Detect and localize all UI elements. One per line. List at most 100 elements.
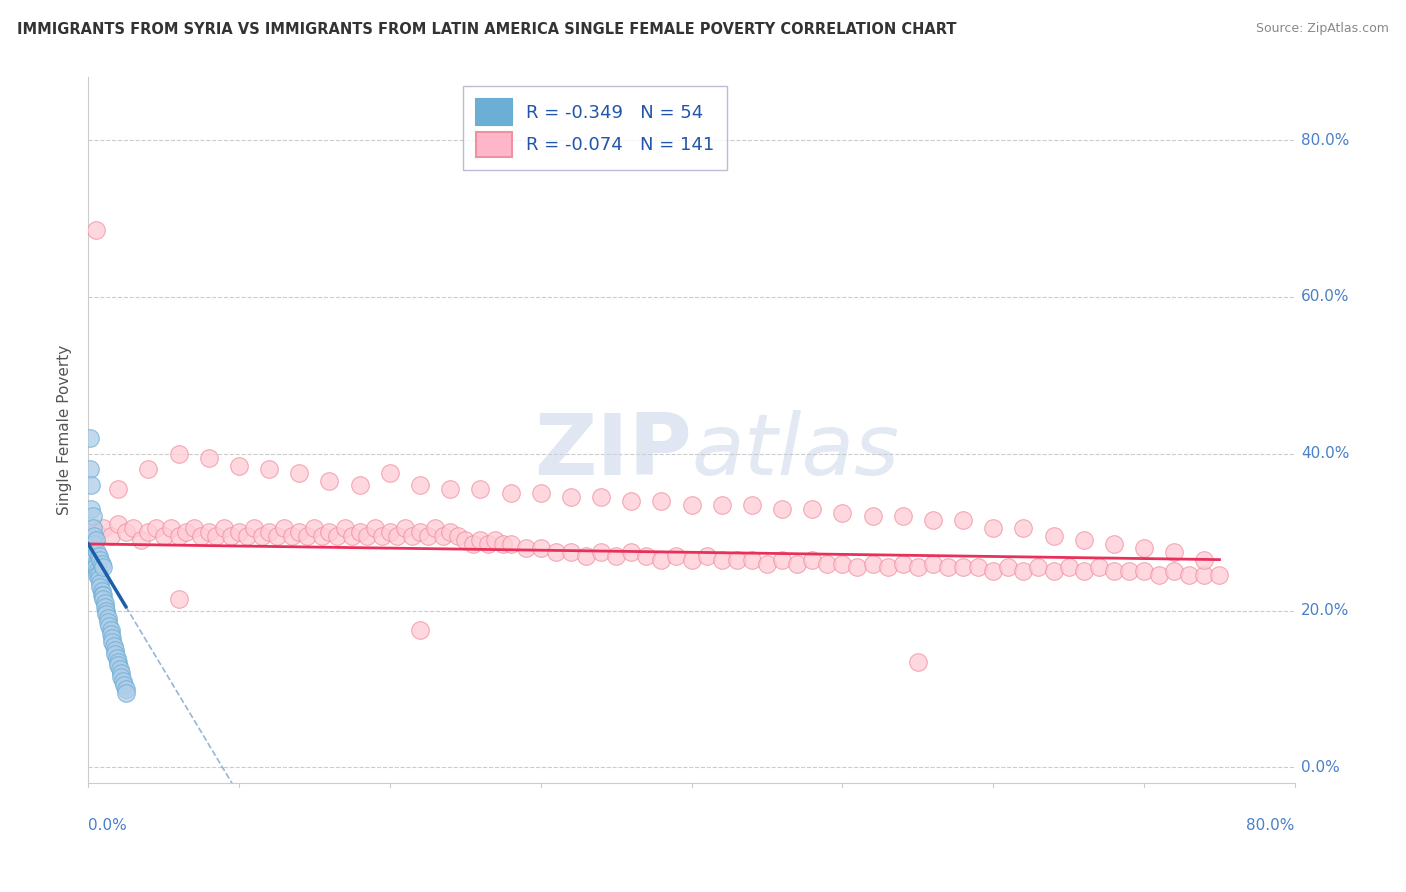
Point	[205, 529, 228, 543]
Point	[235, 529, 257, 543]
Point	[921, 513, 943, 527]
Point	[1057, 560, 1080, 574]
Point	[304, 521, 326, 535]
Point	[152, 529, 174, 543]
Point	[79, 541, 101, 555]
Point	[112, 678, 135, 692]
Point	[80, 501, 103, 516]
Point	[79, 462, 101, 476]
Point	[167, 591, 190, 606]
Point	[907, 655, 929, 669]
Point	[311, 529, 333, 543]
Point	[84, 557, 107, 571]
Point	[84, 223, 107, 237]
Point	[273, 521, 295, 535]
Point	[439, 482, 461, 496]
Point	[1042, 529, 1064, 543]
Point	[1073, 533, 1095, 547]
Point	[115, 686, 138, 700]
Point	[492, 537, 515, 551]
Point	[318, 525, 340, 540]
Point	[82, 521, 104, 535]
Point	[650, 493, 672, 508]
Point	[295, 529, 318, 543]
Point	[876, 560, 898, 574]
Point	[831, 557, 853, 571]
Point	[103, 639, 125, 653]
Point	[183, 521, 205, 535]
Point	[100, 627, 122, 641]
Point	[681, 498, 703, 512]
Point	[79, 431, 101, 445]
Point	[86, 545, 108, 559]
Point	[1208, 568, 1230, 582]
Point	[89, 576, 111, 591]
Point	[605, 549, 627, 563]
Point	[212, 521, 235, 535]
Point	[1028, 560, 1050, 574]
Point	[326, 529, 349, 543]
Point	[97, 611, 120, 625]
Point	[461, 537, 484, 551]
Point	[589, 545, 612, 559]
Point	[90, 557, 112, 571]
Legend: R = -0.349   N = 54, R = -0.074   N = 141: R = -0.349 N = 54, R = -0.074 N = 141	[463, 87, 727, 170]
Point	[110, 666, 132, 681]
Point	[108, 662, 131, 676]
Point	[409, 478, 432, 492]
Point	[115, 525, 138, 540]
Point	[104, 647, 127, 661]
Point	[432, 529, 454, 543]
Point	[96, 603, 118, 617]
Point	[589, 490, 612, 504]
Point	[967, 560, 990, 574]
Point	[228, 458, 250, 473]
Point	[515, 541, 537, 555]
Point	[167, 447, 190, 461]
Point	[1042, 565, 1064, 579]
Point	[831, 506, 853, 520]
Point	[97, 615, 120, 630]
Point	[91, 591, 114, 606]
Point	[499, 486, 522, 500]
Point	[80, 545, 103, 559]
Point	[470, 533, 492, 547]
Point	[401, 529, 423, 543]
Point	[198, 450, 221, 465]
Point	[696, 549, 718, 563]
Point	[129, 533, 152, 547]
Point	[544, 545, 567, 559]
Point	[681, 552, 703, 566]
Point	[91, 588, 114, 602]
Point	[981, 565, 1004, 579]
Point	[83, 529, 105, 543]
Point	[190, 529, 212, 543]
Point	[83, 537, 105, 551]
Point	[1102, 537, 1125, 551]
Point	[86, 568, 108, 582]
Point	[907, 560, 929, 574]
Point	[862, 557, 884, 571]
Point	[1147, 568, 1170, 582]
Point	[138, 462, 160, 476]
Point	[84, 560, 107, 574]
Point	[1118, 565, 1140, 579]
Point	[174, 525, 197, 540]
Point	[409, 525, 432, 540]
Point	[349, 478, 371, 492]
Point	[333, 521, 356, 535]
Point	[89, 580, 111, 594]
Point	[266, 529, 288, 543]
Point	[620, 545, 643, 559]
Point	[530, 486, 553, 500]
Text: 0.0%: 0.0%	[1301, 760, 1340, 775]
Point	[84, 525, 107, 540]
Point	[997, 560, 1019, 574]
Point	[89, 552, 111, 566]
Text: atlas: atlas	[692, 410, 900, 493]
Point	[1133, 541, 1156, 555]
Point	[1012, 521, 1035, 535]
Point	[243, 521, 266, 535]
Point	[107, 658, 129, 673]
Point	[93, 599, 115, 614]
